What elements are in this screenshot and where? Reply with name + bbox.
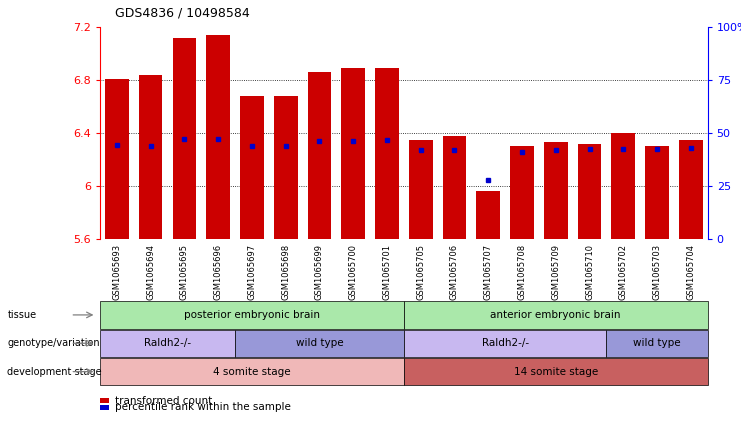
Bar (100, 398, 109, 403)
Bar (342, 69, 365, 239)
Text: GSM1065706: GSM1065706 (450, 244, 459, 300)
Text: development stage: development stage (7, 367, 102, 376)
Text: 4 somite stage: 4 somite stage (213, 367, 290, 376)
Bar (679, 140, 702, 239)
Text: wild type: wild type (296, 338, 343, 348)
Text: GSM1065703: GSM1065703 (653, 244, 662, 300)
Bar (544, 143, 568, 239)
Bar (206, 36, 230, 239)
Text: GSM1065705: GSM1065705 (416, 244, 425, 300)
Text: Raldh2-/-: Raldh2-/- (482, 338, 528, 348)
Text: genotype/variation: genotype/variation (7, 338, 100, 348)
Text: 14 somite stage: 14 somite stage (514, 367, 598, 376)
Bar (409, 140, 433, 239)
Text: GSM1065708: GSM1065708 (517, 244, 527, 300)
Text: GDS4836 / 10498584: GDS4836 / 10498584 (115, 6, 250, 19)
Text: GSM1065695: GSM1065695 (180, 244, 189, 300)
Text: GSM1065697: GSM1065697 (247, 244, 256, 300)
Bar (510, 146, 534, 239)
Text: Raldh2-/-: Raldh2-/- (144, 338, 191, 348)
Text: posterior embryonic brain: posterior embryonic brain (184, 310, 320, 320)
Bar (100, 405, 109, 410)
Bar (308, 72, 331, 239)
Bar (442, 136, 466, 239)
Text: percentile rank within the sample: percentile rank within the sample (115, 402, 290, 412)
Text: GSM1065698: GSM1065698 (281, 244, 290, 300)
Text: GSM1065709: GSM1065709 (551, 244, 560, 300)
Bar (139, 75, 162, 239)
Text: GSM1065694: GSM1065694 (146, 244, 155, 300)
Text: wild type: wild type (634, 338, 681, 348)
Bar (645, 146, 669, 239)
Text: GSM1065701: GSM1065701 (382, 244, 391, 300)
Text: anterior embryonic brain: anterior embryonic brain (491, 310, 621, 320)
Text: GSM1065710: GSM1065710 (585, 244, 594, 300)
Bar (611, 133, 635, 239)
Text: GSM1065699: GSM1065699 (315, 244, 324, 300)
Bar (105, 79, 129, 239)
Text: GSM1065700: GSM1065700 (349, 244, 358, 300)
Bar (375, 69, 399, 239)
Text: GSM1065704: GSM1065704 (686, 244, 695, 300)
Bar (578, 144, 601, 239)
Text: GSM1065702: GSM1065702 (619, 244, 628, 300)
Bar (476, 192, 500, 239)
Text: GSM1065693: GSM1065693 (113, 244, 122, 300)
Bar (274, 96, 298, 239)
Text: tissue: tissue (7, 310, 36, 320)
Text: GSM1065696: GSM1065696 (213, 244, 223, 300)
Bar (173, 38, 196, 239)
Text: GSM1065707: GSM1065707 (484, 244, 493, 300)
Bar (240, 96, 264, 239)
Text: transformed count: transformed count (115, 396, 212, 406)
